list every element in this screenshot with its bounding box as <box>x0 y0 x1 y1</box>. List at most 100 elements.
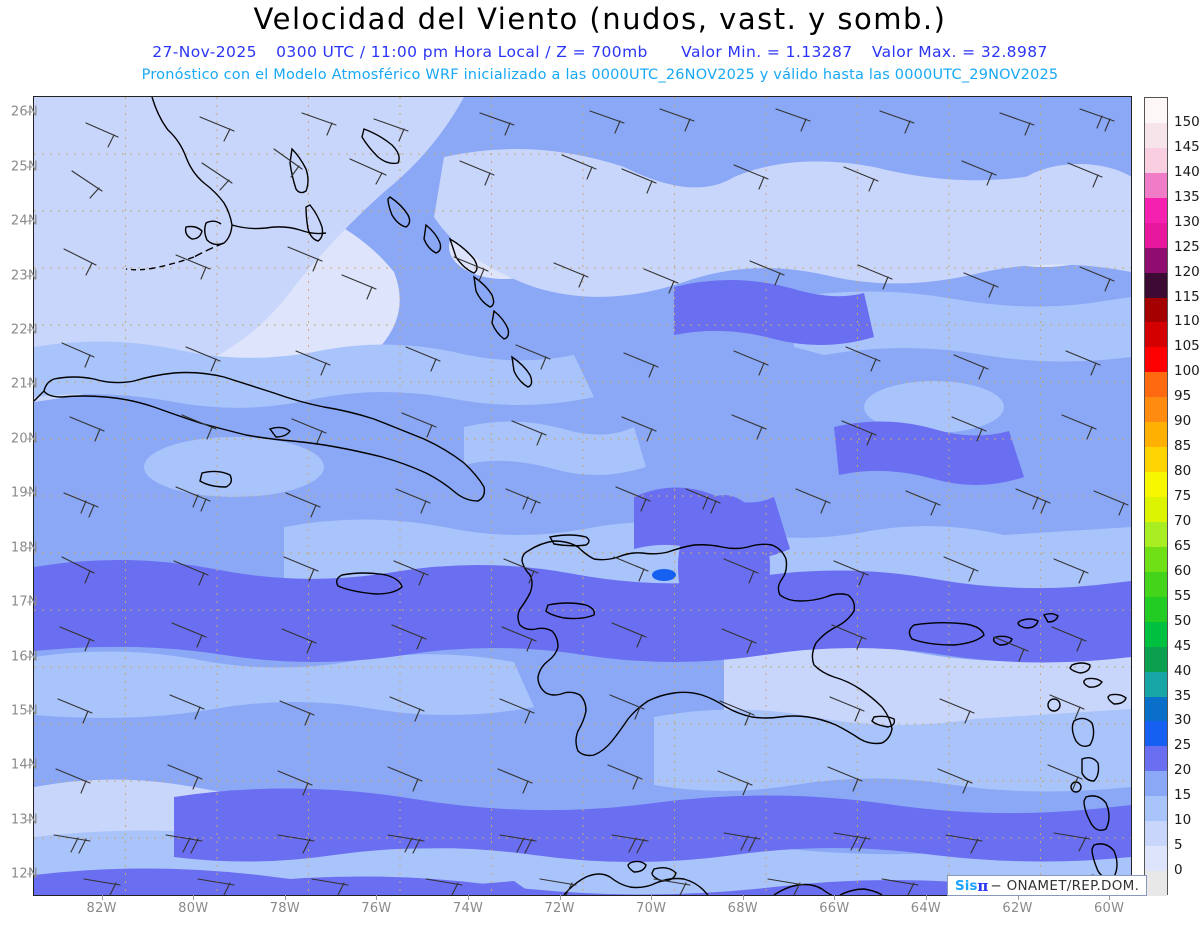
wind-speed-map[interactable] <box>34 97 1131 895</box>
map-plot-area[interactable] <box>33 96 1132 896</box>
colorbar-band <box>1145 871 1167 896</box>
y-axis-tick-label: 18N <box>10 540 38 556</box>
colorbar-tick-label: 140 <box>1174 163 1200 180</box>
colorbar-tick-label: 75 <box>1174 488 1192 504</box>
x-axis-tick-mark <box>742 895 744 900</box>
y-axis-tick-mark <box>27 764 32 766</box>
colorbar-band <box>1145 497 1167 522</box>
colorbar-tick-label: 110 <box>1174 313 1200 330</box>
colorbar-tick-label: 20 <box>1174 762 1192 779</box>
x-axis-tick-mark <box>101 895 103 900</box>
colorbar-band <box>1145 347 1167 373</box>
colorbar-band <box>1145 297 1167 323</box>
lat-lon-gridlines <box>34 97 1131 895</box>
subtitle-date: 27-Nov-2025 <box>152 43 257 61</box>
y-axis-tick-mark <box>27 166 32 168</box>
colorbar-tick-label: 15 <box>1174 787 1192 804</box>
subtitle-utc-time: 0300 UTC <box>276 43 355 61</box>
y-axis-tick-label: 19N <box>10 485 38 501</box>
subtitle-valid-time: 27-Nov-2025 0300 UTC / 11:00 pm Hora Loc… <box>0 43 1200 61</box>
colorbar-band <box>1145 322 1167 348</box>
colorbar-tick-label: 125 <box>1174 238 1200 255</box>
colorbar-band <box>1145 122 1167 148</box>
x-axis-tick-label: 70W <box>636 901 667 916</box>
colorbar-tick-label: 25 <box>1174 737 1192 754</box>
wind-barbs <box>53 108 1129 895</box>
colorbar-tick-label: 0 <box>1174 862 1183 879</box>
coastlines <box>34 97 1127 895</box>
colorbar-tick-label: 80 <box>1174 463 1192 480</box>
x-axis-tick-label: 66W <box>819 901 850 916</box>
chart-header: Velocidad del Viento (nudos, vast. y som… <box>0 0 1200 92</box>
colorbar-band <box>1145 621 1167 647</box>
colorbar-band <box>1145 372 1167 398</box>
colorbar-band <box>1145 596 1167 622</box>
x-axis-tick-mark <box>559 895 561 900</box>
colorbar[interactable] <box>1144 97 1168 896</box>
y-axis-tick-label: 13N <box>10 812 38 828</box>
colorbar-band <box>1145 521 1167 547</box>
y-axis-tick-label: 23N <box>10 268 38 284</box>
colorbar-tick-label: 10 <box>1174 812 1192 829</box>
page-title: Velocidad del Viento (nudos, vast. y som… <box>253 2 947 36</box>
colorbar-tick-label: 40 <box>1174 662 1192 679</box>
colorbar-band <box>1145 846 1167 872</box>
y-axis-tick-mark <box>27 329 32 331</box>
y-axis-tick-mark <box>27 492 32 494</box>
logo-org-text: − ONAMET/REP.DOM. <box>990 877 1140 894</box>
value-max: Valor Max. = 32.8987 <box>871 43 1048 61</box>
subtitle-local-time: 11:00 pm Hora Local <box>370 43 540 61</box>
x-axis-tick-label: 60W <box>1093 901 1125 916</box>
x-axis-tick-label: 74W <box>452 901 484 916</box>
logo-sis-text: Sis <box>955 877 978 894</box>
x-axis-tick-mark <box>1109 895 1111 900</box>
colorbar-band <box>1145 172 1167 198</box>
shade-band-20-25 <box>34 279 1131 895</box>
colorbar-tick-label: 100 <box>1174 363 1200 380</box>
colorbar-band <box>1145 746 1167 772</box>
y-axis-tick-label: 15N <box>10 703 38 719</box>
y-axis-tick-mark <box>27 383 32 385</box>
y-axis-tick-label: 12N <box>10 866 38 882</box>
y-axis-tick-label: 21N <box>10 376 38 392</box>
colorbar-tick-label: 5 <box>1174 837 1183 854</box>
x-axis-tick-mark <box>376 895 378 900</box>
subtitle-model-info: Pronóstico con el Modelo Atmosférico WRF… <box>141 67 1059 83</box>
subtitle-sep2: / <box>545 43 557 61</box>
y-axis-tick-mark <box>27 275 32 277</box>
colorbar-band <box>1145 422 1167 448</box>
attribution-logo: Sis π − ONAMET/REP.DOM. <box>947 875 1148 896</box>
y-axis-tick-mark <box>27 601 32 603</box>
colorbar-tick-label: 65 <box>1174 537 1192 554</box>
colorbar-tick-label: 85 <box>1174 438 1192 455</box>
colorbar-band <box>1145 197 1167 223</box>
colorbar-tick-label: 70 <box>1174 512 1192 529</box>
y-axis-tick-label: 16N <box>10 649 38 665</box>
y-axis-tick-label: 20N <box>10 431 38 447</box>
x-axis-tick-label: 64W <box>910 901 942 916</box>
x-axis-tick-label: 72W <box>544 901 575 916</box>
value-min: Valor Min. = 1.13287 <box>681 43 853 61</box>
colorbar-band <box>1145 247 1167 273</box>
y-axis-tick-label: 22N <box>10 322 38 338</box>
colorbar-tick-label: 50 <box>1174 612 1192 629</box>
x-axis-tick-label: 80W <box>178 901 209 916</box>
colorbar-tick-label: 120 <box>1174 263 1200 280</box>
x-axis-tick-label: 76W <box>361 901 392 916</box>
shade-band-25-30 <box>652 569 676 581</box>
y-axis-tick-mark <box>27 873 32 875</box>
y-axis-tick-mark <box>27 547 32 549</box>
colorbar-band <box>1145 571 1167 597</box>
colorbar-tick-label: 45 <box>1174 637 1192 654</box>
colorbar-band <box>1145 721 1167 747</box>
x-axis-tick-mark <box>834 895 836 900</box>
colorbar-band <box>1145 796 1167 822</box>
x-axis-tick-mark <box>925 895 927 900</box>
colorbar-band <box>1145 272 1167 298</box>
y-axis-tick-mark <box>27 220 32 222</box>
colorbar-tick-label: 135 <box>1174 188 1200 205</box>
y-axis-tick-label: 25N <box>10 159 38 175</box>
y-axis-tick-mark <box>27 656 32 658</box>
colorbar-band <box>1145 98 1167 123</box>
y-axis-tick-mark <box>27 111 32 113</box>
